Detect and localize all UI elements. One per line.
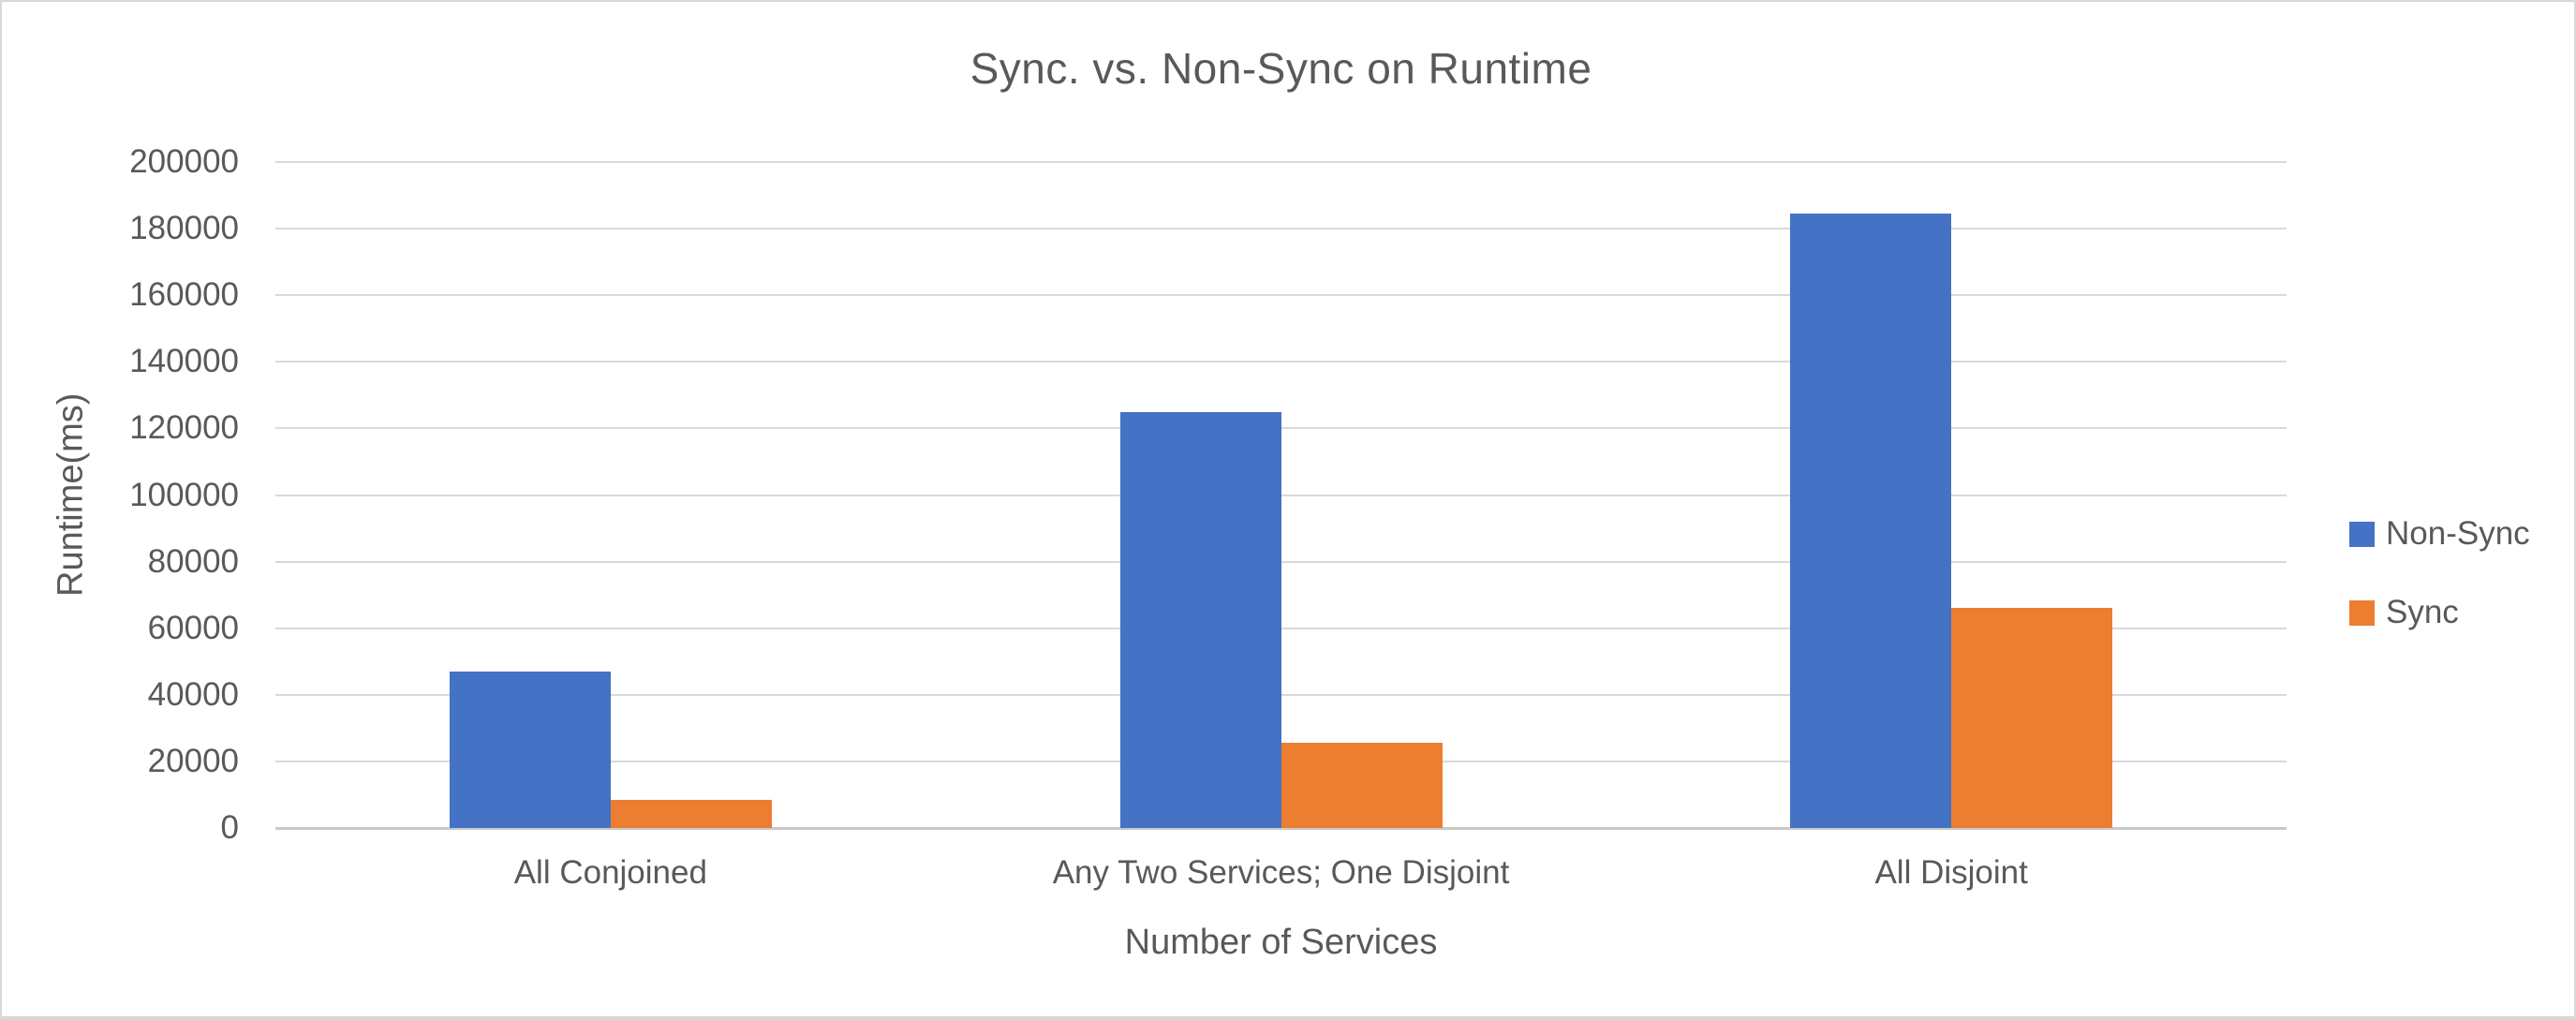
- y-axis-tick-label: 0: [220, 809, 239, 846]
- bar-sync-any-two-services-one-disjoint: [1281, 743, 1443, 828]
- y-axis-tick-label: 160000: [129, 276, 239, 314]
- y-axis-tick-label: 40000: [147, 675, 239, 713]
- bar-non-sync-all-disjoint: [1790, 214, 1952, 828]
- legend-item-sync: Sync: [2349, 594, 2530, 631]
- x-axis-category-label: Any Two Services; One Disjoint: [1052, 854, 1510, 891]
- bar-non-sync-any-two-services-one-disjoint: [1119, 411, 1281, 828]
- y-axis-tick-label: 140000: [129, 343, 239, 380]
- y-axis-tick-label: 200000: [129, 143, 239, 180]
- x-axis-category-label: All Disjoint: [1874, 854, 2028, 891]
- gridline: [275, 294, 2287, 297]
- gridline: [275, 228, 2287, 230]
- y-axis-tick-label: 60000: [147, 609, 239, 646]
- plot-area: [275, 161, 2287, 830]
- gridline: [275, 560, 2287, 563]
- bar-sync-all-conjoined: [610, 799, 772, 828]
- y-axis-tick-label: 80000: [147, 542, 239, 580]
- gridline: [275, 427, 2287, 430]
- x-axis-line: [275, 827, 2287, 830]
- chart-title: Sync. vs. Non-Sync on Runtime: [970, 44, 1592, 93]
- x-axis-title: Number of Services: [1124, 923, 1438, 962]
- bar-non-sync-all-conjoined: [449, 671, 611, 828]
- legend-marker-non-sync: [2349, 521, 2375, 547]
- gridline: [275, 494, 2287, 496]
- legend-marker-sync: [2349, 599, 2375, 626]
- gridline: [275, 161, 2287, 163]
- bar-sync-all-disjoint: [1951, 608, 2113, 828]
- y-axis-tick-label: 180000: [129, 210, 239, 247]
- legend-label: Non-Sync: [2386, 515, 2530, 552]
- gridline: [275, 361, 2287, 363]
- y-axis-tick-label: 120000: [129, 409, 239, 447]
- legend: Non-Sync Sync: [2349, 515, 2530, 673]
- y-axis-tick-label: 20000: [147, 742, 239, 779]
- y-axis-tick-label: 100000: [129, 476, 239, 513]
- legend-item-non-sync: Non-Sync: [2349, 515, 2530, 553]
- gridline: [275, 693, 2287, 696]
- x-axis-category-label: All Conjoined: [513, 854, 707, 891]
- gridline: [275, 627, 2287, 629]
- legend-label: Sync: [2386, 594, 2459, 630]
